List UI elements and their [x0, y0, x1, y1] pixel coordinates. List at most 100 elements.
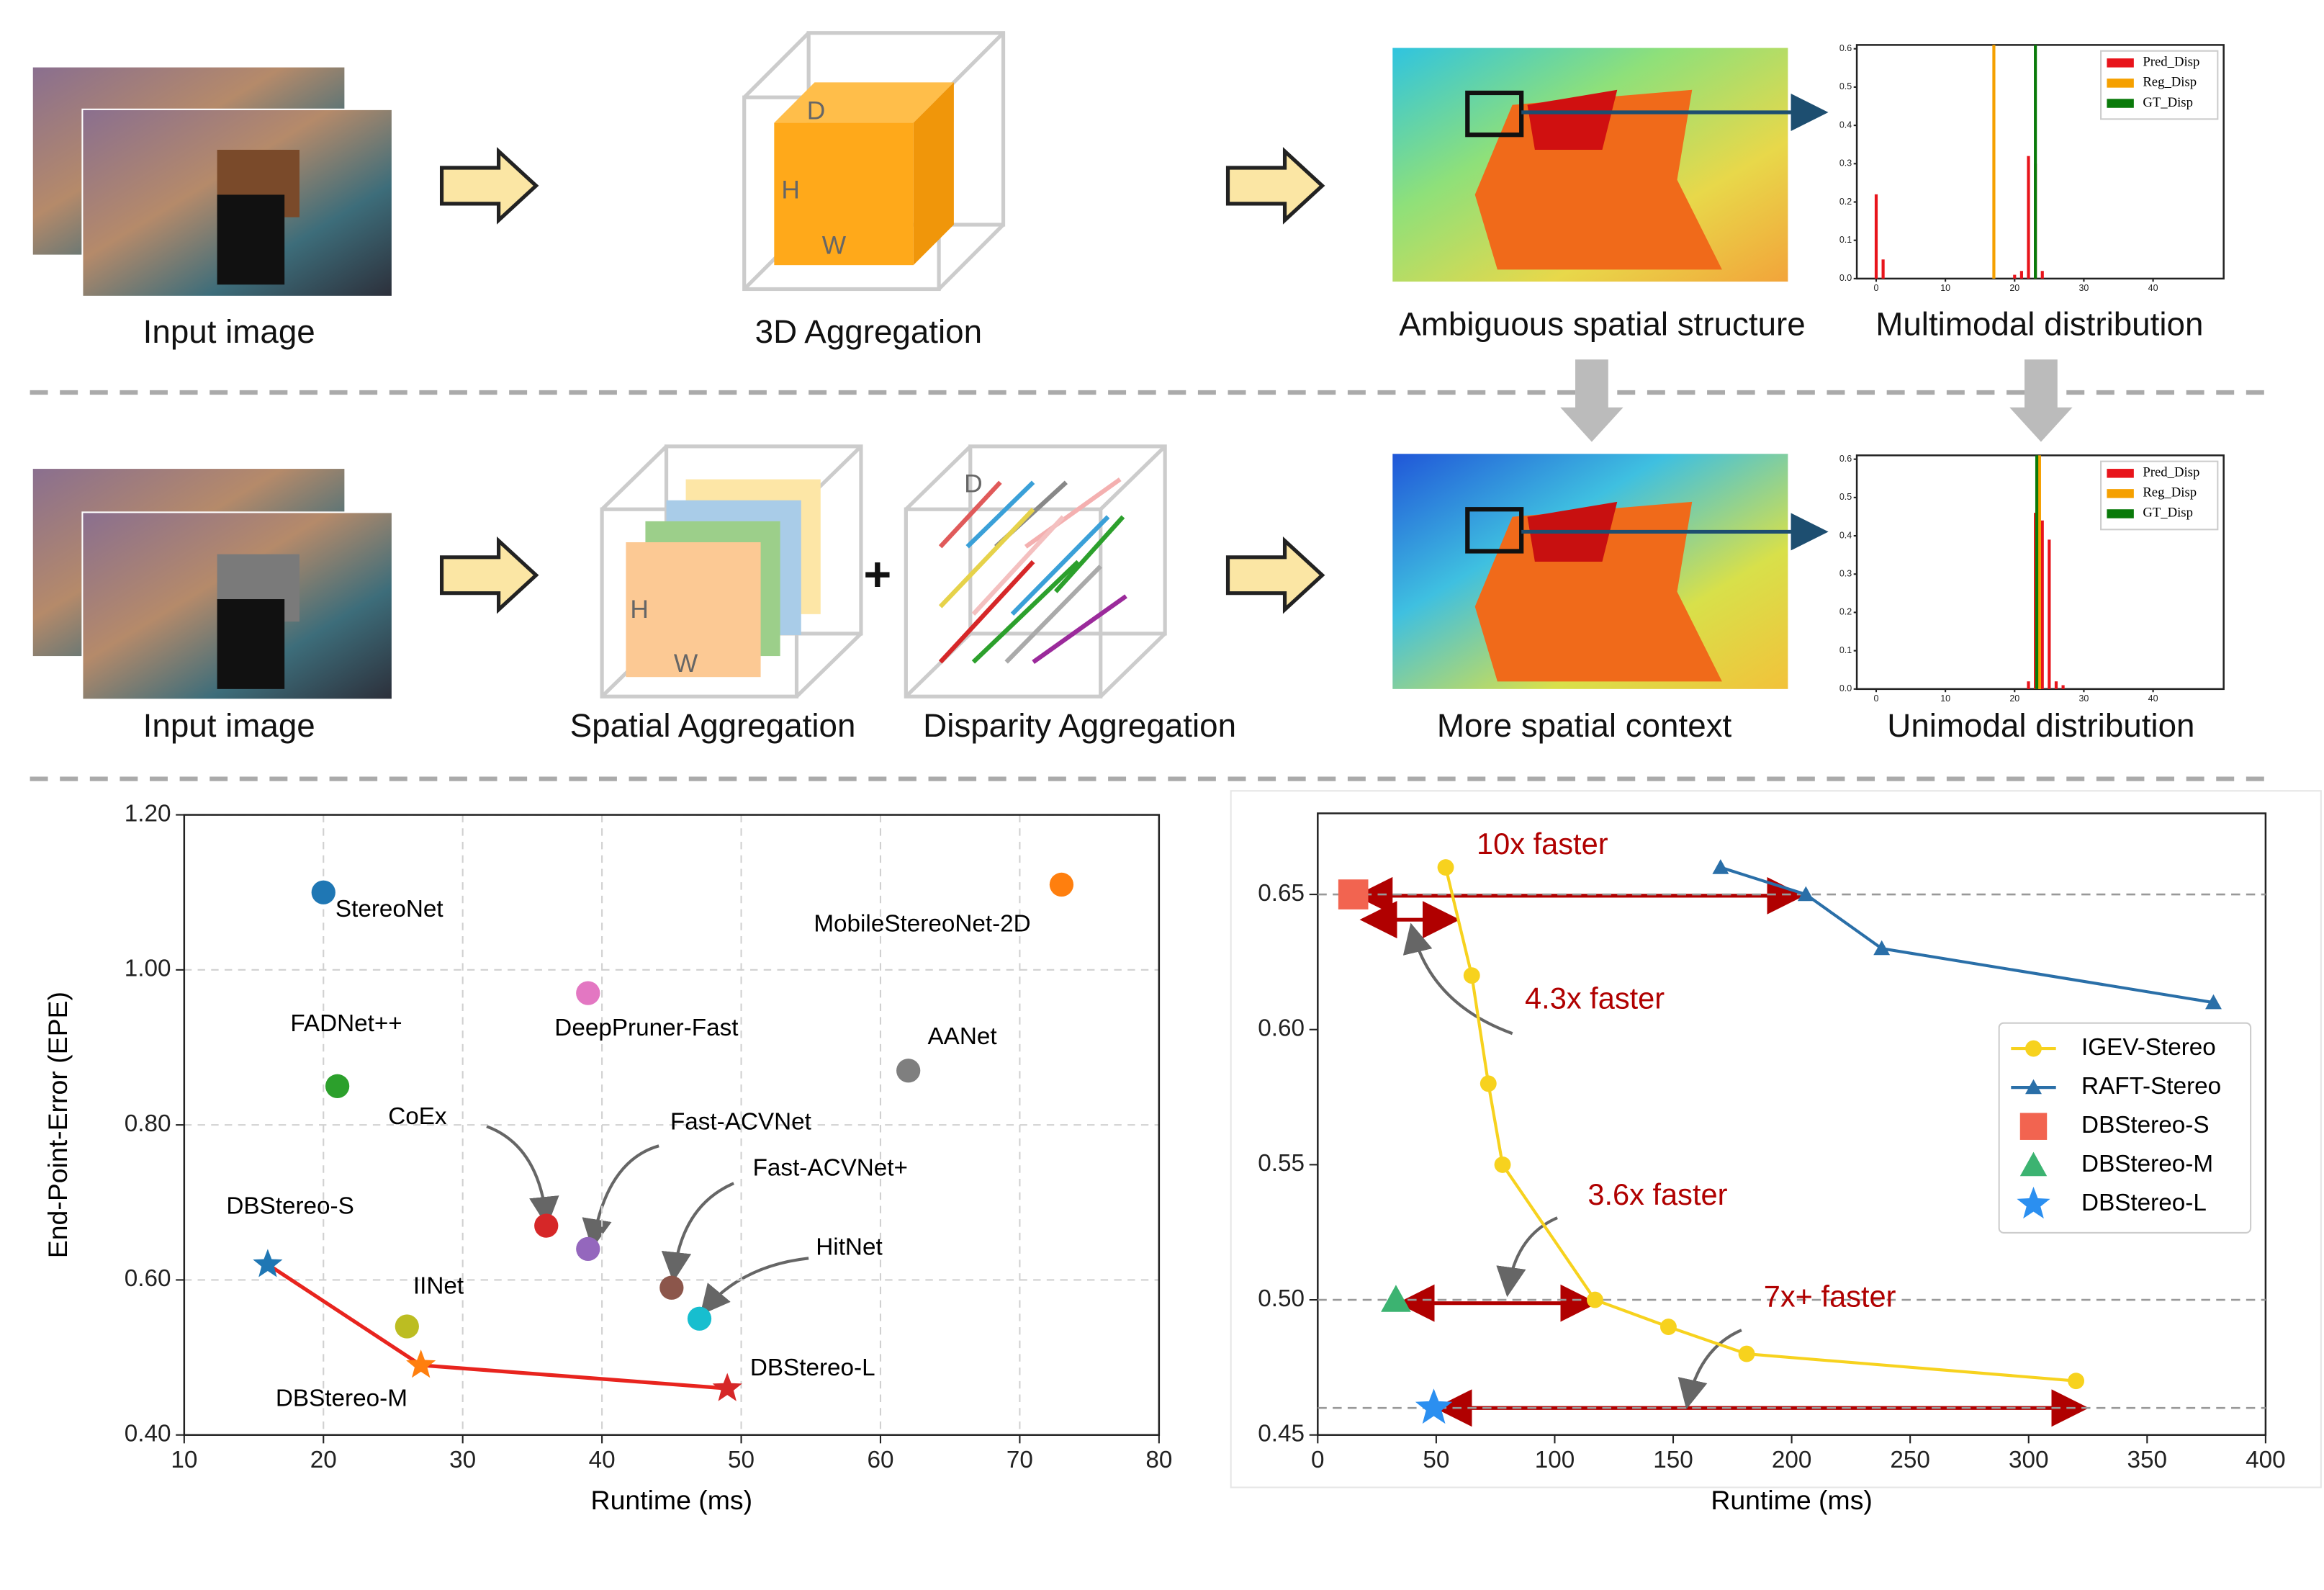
- point: [2068, 1373, 2085, 1390]
- y-tick-label: 0.60: [125, 1265, 171, 1292]
- x-tick-label: 10: [1940, 283, 1950, 293]
- spatial-cube: [600, 444, 863, 699]
- point: [1660, 1319, 1677, 1336]
- point-label: DBStereo-S: [226, 1193, 353, 1220]
- plus: +: [863, 548, 891, 601]
- legend-swatch: [2107, 489, 2134, 498]
- point-label: DBStereo-L: [750, 1355, 875, 1381]
- annotation: 4.3x faster: [1525, 981, 1665, 1015]
- x-axis-label: Runtime (ms): [1711, 1485, 1873, 1515]
- legend-label: GT_Disp: [2143, 506, 2193, 521]
- bar: [2027, 681, 2030, 689]
- legend-label: GT_Disp: [2143, 95, 2193, 110]
- x-tick-label: 70: [1006, 1447, 1033, 1473]
- arrow: [1225, 536, 1325, 614]
- x-tick-label: 40: [589, 1447, 616, 1473]
- label: Ambiguous spatial structure: [1399, 306, 1806, 343]
- x-tick-label: 10: [1940, 693, 1950, 704]
- x-tick-label: 0: [1874, 283, 1879, 293]
- point: [325, 1074, 350, 1098]
- star-marker: [712, 1373, 742, 1401]
- arrow: [439, 536, 539, 614]
- plot-frame: [1855, 44, 2225, 280]
- point: [395, 1314, 419, 1339]
- x-tick-label: 60: [867, 1447, 893, 1473]
- bar: [2048, 539, 2051, 689]
- legend-label: Pred_Disp: [2143, 55, 2199, 70]
- y-tick-label: 0.40: [125, 1420, 171, 1447]
- y-tick-label: 0.5: [1839, 81, 1852, 91]
- legend-marker: [2017, 1187, 2050, 1219]
- x-tick-label: 30: [449, 1447, 476, 1473]
- point-label: DBStereo-M: [276, 1385, 407, 1411]
- y-axis-label: End-Point-Error (EPE): [42, 992, 73, 1258]
- point: [1463, 967, 1480, 984]
- arrow: [1225, 147, 1325, 225]
- disparity-cube: [904, 444, 1167, 699]
- y-tick-label: 0.45: [1258, 1420, 1305, 1447]
- point-label: MobileStereoNet-2D: [814, 910, 1030, 937]
- y-tick-label: 0.6: [1839, 43, 1852, 53]
- y-tick-label: 1.20: [125, 800, 171, 827]
- input-images: [32, 67, 393, 297]
- y-tick-label: 0.55: [1258, 1150, 1305, 1177]
- square-marker: [1338, 879, 1369, 909]
- point: [687, 1306, 712, 1331]
- point: [576, 981, 600, 1005]
- label: Input image: [143, 707, 315, 744]
- cube-face: [774, 82, 954, 123]
- legend-label: DBStereo-L: [2081, 1190, 2207, 1216]
- triangle-marker: [1381, 1285, 1411, 1312]
- legend-label: DBStereo-M: [2081, 1151, 2213, 1177]
- bar: [2019, 271, 2023, 279]
- plot-frame: [1317, 812, 2267, 1436]
- cube-label: H: [781, 176, 800, 205]
- legend-swatch: [2107, 469, 2134, 478]
- cube-label: D: [964, 470, 983, 498]
- x-tick-label: 40: [2148, 693, 2158, 704]
- label: 3D Aggregation: [755, 313, 982, 350]
- disparity-map: [1392, 48, 1829, 282]
- point-label: StereoNet: [335, 896, 443, 922]
- x-tick-label: 20: [2009, 283, 2019, 293]
- bar: [2054, 681, 2058, 689]
- input-images: [32, 469, 393, 701]
- trend-line: [266, 1262, 728, 1391]
- label: Input image: [143, 313, 315, 350]
- y-tick-label: 0.65: [1258, 880, 1305, 907]
- annotation: 3.6x faster: [1587, 1177, 1727, 1211]
- x-tick-label: 250: [1890, 1447, 1930, 1473]
- triangle-marker: [2205, 994, 2222, 1010]
- legend-swatch: [2107, 509, 2134, 518]
- bar: [2040, 271, 2044, 279]
- legend-marker: [2019, 1151, 2048, 1177]
- panel-frame: [1230, 790, 2322, 1488]
- y-tick-label: 1.00: [125, 956, 171, 982]
- x-tick-label: 80: [1145, 1447, 1172, 1473]
- plot-frame: [183, 814, 1161, 1436]
- down-arrow: [2009, 359, 2073, 442]
- label: Spatial Aggregation: [570, 707, 856, 744]
- label: Multimodal distribution: [1875, 306, 2203, 343]
- x-tick-label: 0: [1311, 1447, 1325, 1473]
- disparity-map: [1392, 454, 1829, 689]
- y-tick-label: 0.0: [1839, 683, 1852, 693]
- legend-swatch: [2107, 78, 2134, 88]
- legend-label: Reg_Disp: [2143, 485, 2197, 500]
- cube-face: [774, 122, 914, 266]
- star-marker: [253, 1249, 283, 1277]
- star-marker: [1415, 1388, 1453, 1424]
- bar: [2027, 156, 2030, 279]
- x-tick-label: 30: [2078, 283, 2089, 293]
- point: [1586, 1291, 1603, 1308]
- point: [311, 880, 335, 904]
- x-tick-label: 100: [1535, 1447, 1575, 1473]
- bar: [2061, 685, 2065, 689]
- legend-marker: [2025, 1079, 2042, 1095]
- bar: [2040, 520, 2044, 689]
- legend-label: Reg_Disp: [2143, 75, 2197, 90]
- x-tick-label: 30: [2078, 693, 2089, 704]
- legend-label: RAFT-Stereo: [2081, 1073, 2221, 1100]
- point: [1437, 859, 1454, 876]
